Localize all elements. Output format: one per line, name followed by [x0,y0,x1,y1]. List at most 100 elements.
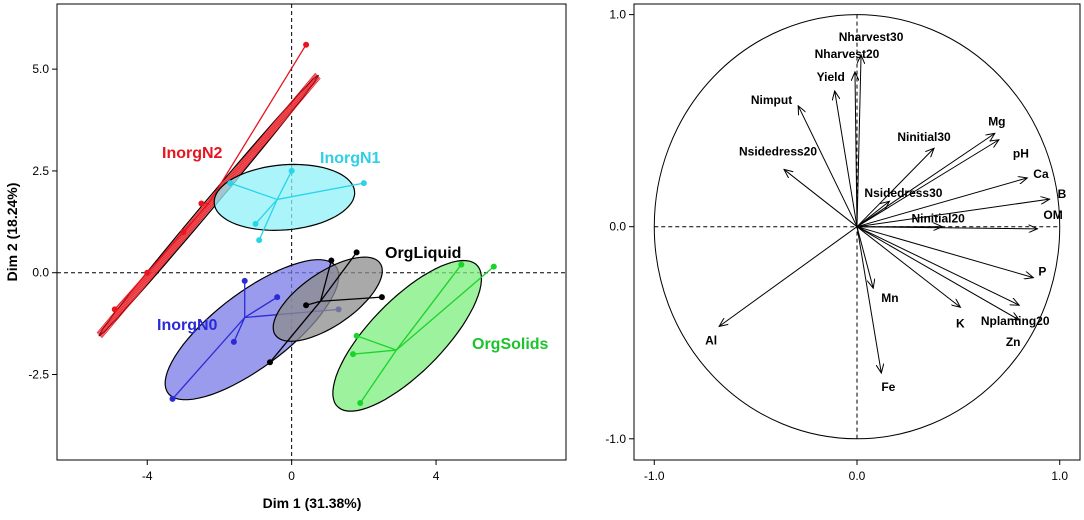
left-plot-frame [56,3,567,461]
arrow-fe [856,226,881,373]
arrow-mg [856,133,995,228]
y-tick-label: 0.0 [32,266,49,280]
ellipse-hatch-line [98,75,319,336]
y-tick-label: 1.0 [609,8,626,22]
group-orgsolids [332,259,497,412]
arrow-mn [856,226,873,289]
variable-label-al: Al [705,333,717,347]
arrow-p [856,226,1033,278]
data-point [111,306,118,313]
x-tick-label: -4 [142,469,153,483]
star-segment [395,264,462,351]
star-segment [258,199,278,241]
data-point [353,332,360,339]
star-segment [356,335,397,351]
data-point [288,167,295,174]
data-point [230,338,237,345]
data-point [169,395,176,402]
variable-label-ph: pH [1013,147,1029,161]
arrow-al [719,226,858,327]
data-point [350,351,357,358]
star-segment [320,251,358,302]
variable-label-ninitial30: Ninitial30 [897,130,951,144]
arrow-k [856,226,960,308]
data-point [490,263,497,270]
x-tick-label: 1.0 [1051,469,1068,483]
arrow-b [856,199,1050,228]
variable-label-b: B [1058,187,1067,201]
variable-label-mg: Mg [988,114,1005,128]
star-segment [114,203,210,310]
group-inorgn1 [213,163,367,244]
variable-label-ninitial20: Ninitial20 [911,212,965,226]
star-segment [319,260,332,302]
individuals-factor-map: InorgN2 InorgN1InorgN0OrgLiquidOrgSolids … [4,3,567,511]
variable-label-nplanting20: Nplanting20 [981,314,1050,328]
data-point [252,220,259,227]
x-tick-label: 0.0 [849,469,866,483]
data-point [180,229,187,235]
data-point [241,277,248,284]
ellipse-orgliquid [272,256,383,342]
arrow-nplanting20 [856,226,1019,305]
star-segment [244,296,278,319]
data-point [266,359,273,366]
group-orgliquid [266,249,385,366]
data-point [353,249,360,256]
variable-label-fe: Fe [881,380,895,394]
ellipse-inorgn1 [213,163,356,232]
star-segment [255,198,278,225]
star-segment [208,44,307,204]
star-segment [395,266,495,351]
arrow-zn [856,226,1019,320]
variable-label-mn: Mn [881,291,898,305]
data-point [198,200,205,207]
x-tick-label: -1.0 [644,469,665,483]
x-tick-label: 4 [433,469,440,483]
arrow-nimput [798,106,858,227]
group-label-orgsolids: OrgSolids [472,336,549,353]
y-axis-label: Dim 2 (18.24%) [4,183,20,282]
variable-label-nsidedress20: Nsidedress20 [739,144,817,158]
variable-label-yield: Yield [817,70,845,84]
star-segment [172,317,246,400]
data-point [378,294,385,301]
data-point [357,400,364,406]
data-point [303,302,310,309]
star-segment [230,182,278,201]
arrow-ph [856,140,999,228]
group-label-inorgn1: InorgN1 [320,150,381,167]
data-point [144,269,151,276]
ellipse-hatch-line [101,77,321,339]
y-tick-label: 2.5 [32,164,49,178]
variables-correlation-circle: Nharvest30 Nharvest20 Yield Nimput Nsidedres… [605,3,1081,483]
group-inorgn2 [96,41,321,339]
data-point [303,41,310,48]
star-segment [320,296,382,302]
data-point [458,261,465,268]
star-segment [269,300,322,363]
star-segment [359,349,397,404]
star-segment [276,170,293,200]
group-label-orgliquid: OrgLiquid [385,245,461,262]
arrow-nsidedress20 [784,169,858,228]
variable-label-p: P [1038,265,1046,279]
variable-label-ca: Ca [1033,167,1049,181]
variable-label-nimput: Nimput [751,93,792,107]
arrow-ninitial30 [856,148,934,228]
arrow-nharvest30 [856,55,861,227]
x-axis-label: Dim 1 (31.38%) [263,495,362,511]
variable-label-nsidedress30: Nsidedress30 [864,186,942,200]
arrow-ca [856,178,1027,228]
star-segment [233,317,246,343]
ellipse-hatch-line [100,77,320,338]
y-tick-label: 0.0 [609,220,626,234]
variable-label-nharvest30: Nharvest30 [839,30,904,44]
data-point [227,180,234,187]
data-point [360,180,367,187]
variable-label-nharvest20: Nharvest20 [815,47,880,61]
data-point [256,237,263,244]
variable-label-k: K [956,316,965,330]
star-segment [277,182,364,201]
